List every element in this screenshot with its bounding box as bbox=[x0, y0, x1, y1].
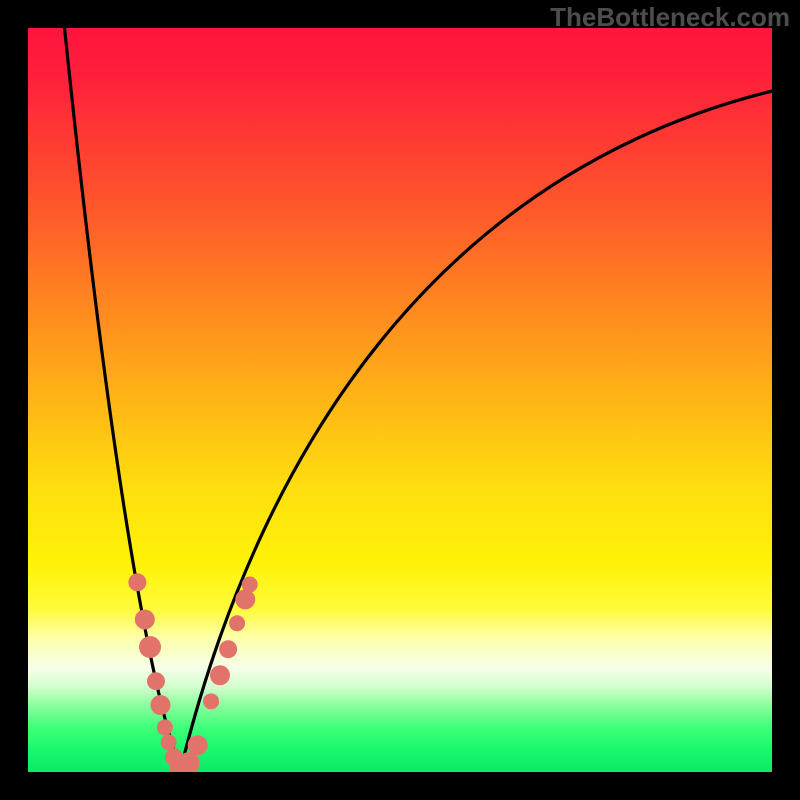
data-marker bbox=[157, 719, 173, 735]
data-marker bbox=[128, 573, 146, 591]
data-marker bbox=[147, 672, 165, 690]
data-marker bbox=[242, 577, 258, 593]
data-marker bbox=[139, 636, 161, 658]
chart-frame: TheBottleneck.com bbox=[0, 0, 800, 800]
data-marker bbox=[135, 609, 155, 629]
plot-area bbox=[28, 28, 772, 772]
data-marker bbox=[150, 695, 170, 715]
data-marker bbox=[229, 615, 245, 631]
data-marker bbox=[161, 734, 177, 750]
data-marker bbox=[235, 589, 255, 609]
data-marker bbox=[203, 693, 219, 709]
chart-svg bbox=[28, 28, 772, 772]
data-marker bbox=[219, 640, 237, 658]
data-marker bbox=[188, 735, 208, 755]
data-marker bbox=[210, 665, 230, 685]
watermark-text: TheBottleneck.com bbox=[550, 2, 790, 33]
gradient-background bbox=[28, 28, 772, 772]
